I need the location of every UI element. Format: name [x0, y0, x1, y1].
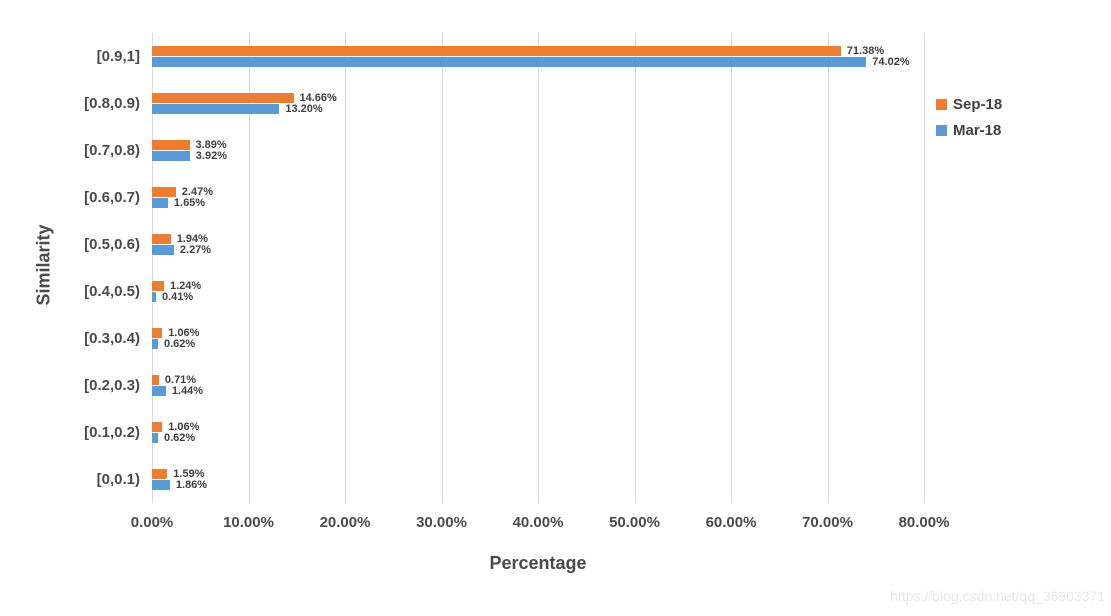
category-label: [0.3,0.4)	[84, 330, 140, 347]
gridline	[827, 33, 829, 503]
x-axis-tick-label: 70.00%	[802, 514, 853, 531]
bar-value-label: 14.66%	[299, 92, 337, 104]
bar-sep-18	[152, 234, 171, 244]
gridline	[924, 33, 925, 503]
bar-mar-18	[152, 151, 190, 161]
bar-mar-18	[152, 339, 158, 349]
bar-value-label: 1.94%	[176, 233, 208, 245]
bar-value-label: 0.62%	[164, 432, 196, 444]
bar-value-label: 3.89%	[195, 139, 227, 151]
bar-value-label: 74.02%	[872, 56, 910, 68]
bar-mar-18	[152, 480, 170, 490]
bar-sep-18	[152, 93, 294, 103]
gridline	[345, 33, 346, 503]
legend-label: Mar-18	[953, 121, 1002, 139]
bar-mar-18	[152, 433, 158, 443]
bar-value-label: 71.38%	[846, 45, 885, 57]
bar-value-label: 2.47%	[181, 186, 213, 198]
bar-sep-18	[152, 46, 841, 56]
bar-value-label: 2.27%	[179, 244, 212, 256]
bar-value-label: 1.65%	[173, 197, 206, 209]
category-label: [0,0.1)	[96, 471, 140, 488]
category-label: [0.1,0.2)	[84, 424, 140, 441]
category-label: [0.5,0.6)	[84, 236, 140, 253]
bar-mar-18	[152, 104, 280, 114]
gridline	[152, 33, 153, 503]
legend-swatch	[936, 98, 947, 110]
category-label: [0.9,1]	[96, 48, 140, 65]
gridline	[248, 33, 250, 503]
x-axis-ticks: 0.00% 10.00% 20.00% 30.00% 40.00% 50.00% 60.00…	[131, 514, 950, 534]
bar-sep-18	[152, 375, 159, 385]
category-label: [0.4,0.5)	[84, 283, 140, 300]
legend-item: Mar-18	[936, 121, 1002, 139]
bar-value-label: 1.44%	[171, 385, 204, 397]
bar-value-label: 0.71%	[164, 374, 197, 386]
legend-item: Sep-18	[936, 95, 1002, 113]
plot-area: 71.38% 74.02% 14.66% 13.20% 3.89% 3.92% 2.47% 1…	[152, 33, 925, 503]
gridline	[538, 33, 539, 503]
bar-mar-18	[152, 198, 168, 208]
legend: Sep-18 Mar-18	[936, 95, 1002, 147]
gridline	[441, 33, 443, 503]
x-axis-tick-label: 0.00%	[130, 514, 174, 531]
category-label: [0.7,0.8)	[84, 142, 140, 159]
bar-sep-18	[152, 140, 190, 150]
bar-value-label: 1.59%	[173, 468, 205, 480]
bar-value-label: 0.62%	[164, 338, 196, 350]
bar-value-label: 1.24%	[170, 280, 202, 292]
bar-sep-18	[152, 281, 164, 291]
y-axis-category-labels: [0.9,1] [0.8,0.9) [0.7,0.8) [0.6,0.7) [0.5,0…	[0, 33, 140, 503]
bar-mar-18	[152, 245, 174, 255]
category-label: [0.8,0.9)	[84, 95, 140, 112]
x-axis-tick-label: 20.00%	[319, 514, 371, 531]
legend-swatch	[936, 124, 947, 136]
x-axis-tick-label: 50.00%	[609, 514, 660, 531]
category-label: [0.2,0.3)	[84, 377, 140, 394]
bar-mar-18	[152, 292, 156, 302]
bar-value-label: 13.20%	[285, 103, 323, 115]
x-axis-tick-label: 40.00%	[512, 514, 564, 531]
x-axis-tick-label: 80.00%	[898, 514, 950, 531]
bar-mar-18	[152, 57, 867, 67]
x-axis-title: Percentage	[489, 553, 587, 573]
x-axis-tick-label: 10.00%	[223, 514, 274, 531]
bar-value-label: 3.92%	[195, 150, 227, 162]
watermark: https://blog.csdn.net/qq_36903371	[890, 588, 1105, 604]
gridline	[731, 33, 732, 503]
bar-sep-18	[152, 328, 163, 338]
bar-sep-18	[152, 469, 168, 479]
bar-sep-18	[152, 187, 176, 197]
bar-value-label: 1.86%	[175, 479, 208, 491]
bar-mar-18	[152, 386, 166, 396]
gridline	[634, 33, 636, 503]
bar-value-label: 1.06%	[168, 327, 200, 339]
category-label: [0.6,0.7)	[84, 189, 140, 206]
legend-label: Sep-18	[953, 95, 1003, 113]
x-axis-tick-label: 60.00%	[705, 514, 757, 531]
bar-value-label: 1.06%	[168, 421, 200, 433]
x-axis-tick-label: 30.00%	[416, 514, 467, 531]
bar-sep-18	[152, 422, 163, 432]
bar-value-label: 0.41%	[162, 291, 194, 303]
